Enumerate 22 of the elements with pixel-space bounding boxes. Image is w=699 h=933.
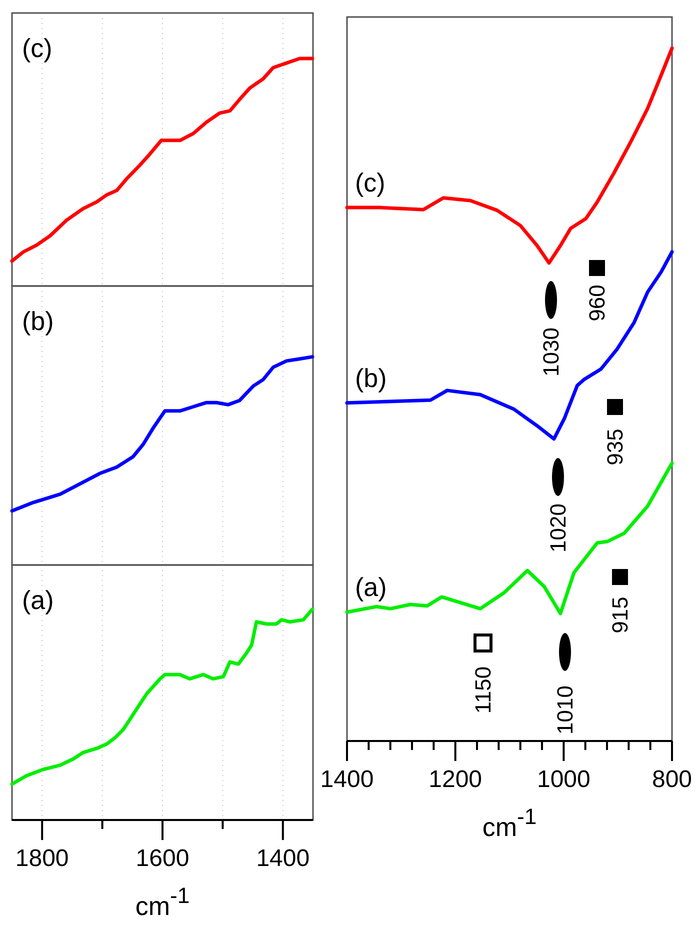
annotation: 915 — [608, 596, 632, 634]
annotation: 1150 — [470, 666, 496, 714]
text: (b) — [22, 306, 54, 336]
series-label: (a) — [355, 572, 387, 602]
x-axis-title: cm$^{-1}$ — [482, 804, 537, 842]
x-tick-label: 1400 — [320, 766, 374, 793]
text: (a) — [22, 585, 54, 615]
annotation: 935 — [602, 428, 628, 466]
x-axis-title: cm$^{-1}$ — [135, 882, 190, 921]
annotation: 1020 — [546, 504, 570, 552]
x-tick-label: 1600 — [136, 845, 190, 872]
x-tick-label: 1800 — [15, 845, 69, 872]
annotation: 960 — [584, 284, 610, 322]
x-tick-label: 1000 — [536, 766, 590, 793]
annotation: 1030 — [538, 328, 564, 376]
x-tick-label: 800 — [652, 766, 692, 793]
annotation: 1010 — [552, 686, 578, 734]
text: (c) — [22, 33, 52, 63]
x-tick-label: 1200 — [428, 766, 482, 793]
x-tick-label: 1400 — [256, 845, 310, 872]
series-label: (c) — [355, 168, 386, 198]
series-label: (b) — [355, 362, 387, 393]
